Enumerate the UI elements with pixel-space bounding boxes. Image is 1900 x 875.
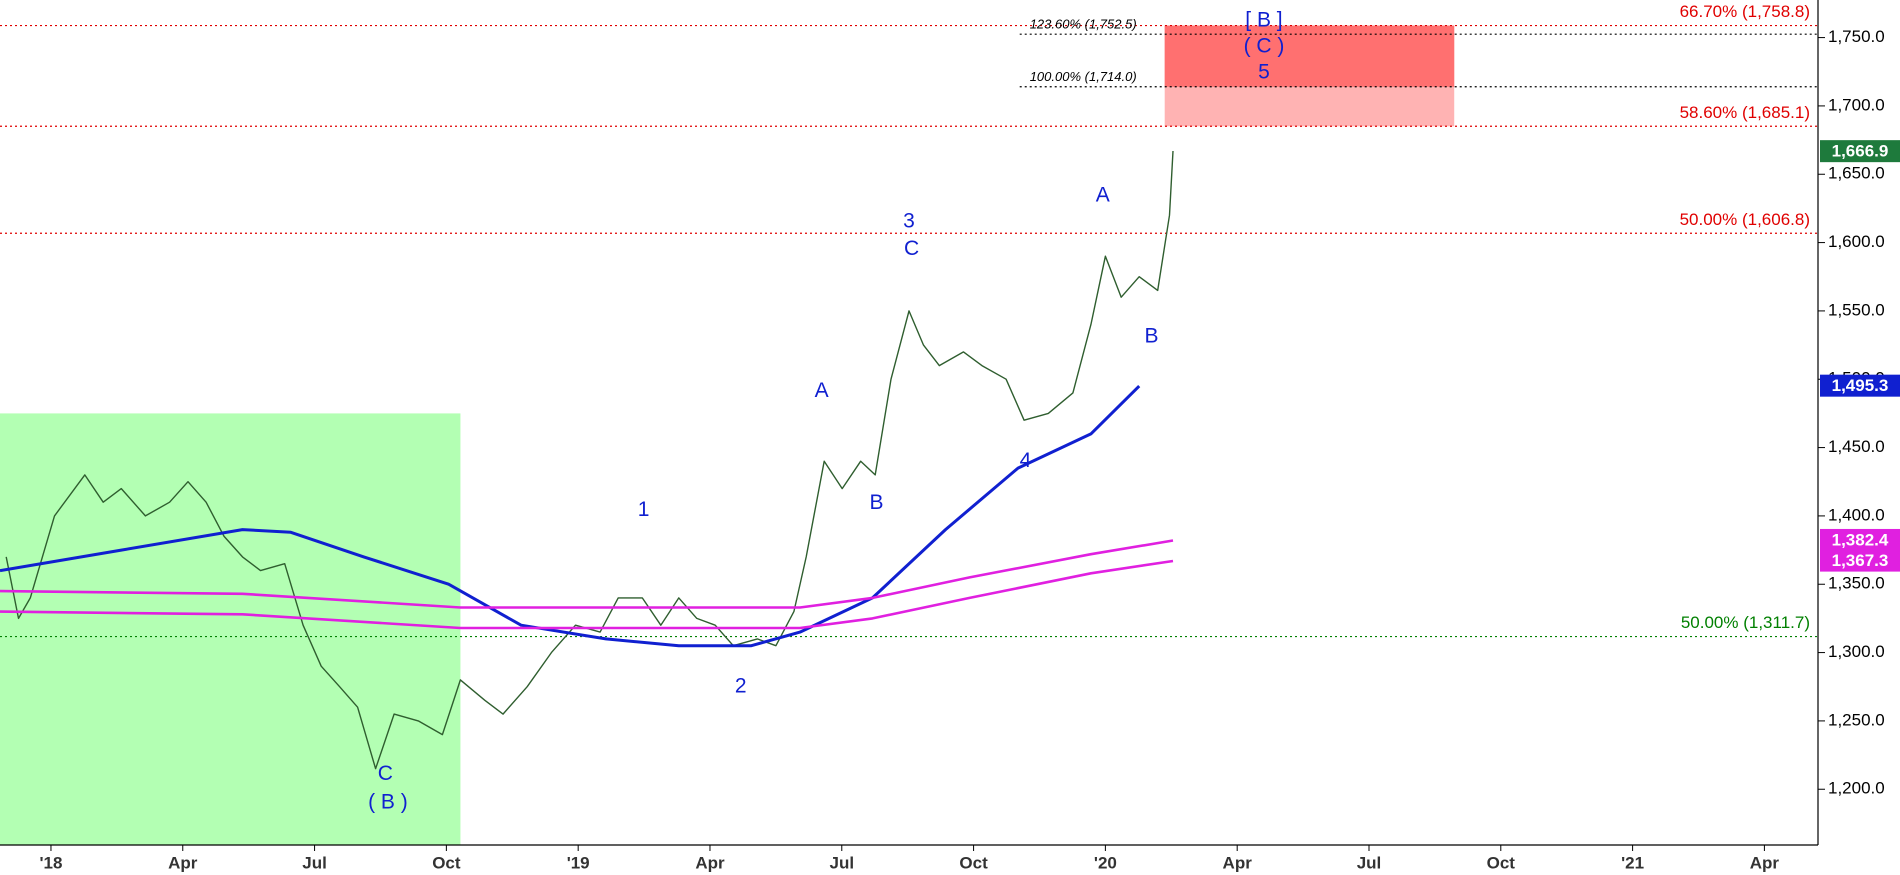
x-tick-label: Oct bbox=[432, 853, 461, 872]
y-tick-label: 1,400.0 bbox=[1828, 505, 1885, 524]
series-line bbox=[0, 559, 1174, 630]
wave-label: 4 bbox=[1020, 449, 1032, 472]
y-tick-label: 1,750.0 bbox=[1828, 27, 1885, 46]
x-tick-label: Jul bbox=[829, 853, 854, 872]
y-tick-label: 1,700.0 bbox=[1828, 95, 1885, 114]
level-label: 58.60% (1,685.1) bbox=[1680, 103, 1810, 122]
wave-label: 2 bbox=[735, 674, 747, 697]
price-tag bbox=[1820, 374, 1900, 397]
y-tick-label: 1,450.0 bbox=[1828, 437, 1885, 456]
wave-label: B bbox=[1145, 324, 1159, 347]
x-tick-label: Oct bbox=[959, 853, 988, 872]
x-tick-label: '18 bbox=[39, 853, 62, 872]
level-label: 100.00% (1,714.0) bbox=[1030, 69, 1137, 84]
price-tag-label: 1,495.3 bbox=[1832, 376, 1889, 395]
y-tick-label: 1,550.0 bbox=[1828, 300, 1885, 319]
wave-label: ( C ) bbox=[1244, 35, 1285, 58]
x-tick-label: Apr bbox=[168, 853, 198, 872]
price-tag bbox=[1820, 140, 1900, 163]
wave-label: C bbox=[378, 762, 393, 785]
price-tag bbox=[1820, 549, 1900, 572]
y-tick-label: 1,350.0 bbox=[1828, 574, 1885, 593]
x-tick-label: Apr bbox=[1750, 853, 1780, 872]
level-label: 50.00% (1,606.8) bbox=[1680, 210, 1810, 229]
y-tick-label: 1,600.0 bbox=[1828, 232, 1885, 251]
x-tick-label: Jul bbox=[1357, 853, 1382, 872]
x-tick-label: Jul bbox=[302, 853, 327, 872]
x-tick-label: Oct bbox=[1487, 853, 1516, 872]
wave-label: [ B ] bbox=[1245, 9, 1282, 32]
wave-label: A bbox=[815, 379, 829, 402]
x-tick-label: Apr bbox=[1223, 853, 1253, 872]
wave-label: 3 bbox=[903, 210, 915, 233]
series-line bbox=[0, 385, 1141, 648]
wave-label: B bbox=[869, 491, 883, 514]
wave-label: C bbox=[904, 237, 919, 260]
y-tick-label: 1,300.0 bbox=[1828, 642, 1885, 661]
wave-label: ( B ) bbox=[368, 790, 408, 813]
x-tick-label: '19 bbox=[567, 853, 590, 872]
zone bbox=[1164, 25, 1455, 87]
y-tick-label: 1,650.0 bbox=[1828, 164, 1885, 183]
level-label: 123.60% (1,752.5) bbox=[1030, 17, 1137, 32]
y-tick-label: 1,250.0 bbox=[1828, 710, 1885, 729]
price-tag-label: 1,382.4 bbox=[1832, 530, 1889, 549]
series-line bbox=[0, 539, 1174, 609]
series-line bbox=[5, 150, 1174, 770]
wave-label: 5 bbox=[1258, 61, 1270, 84]
price-tag-label: 1,666.9 bbox=[1832, 142, 1889, 161]
x-tick-label: '20 bbox=[1094, 853, 1117, 872]
wave-label: A bbox=[1096, 184, 1110, 207]
price-tag-label: 1,367.3 bbox=[1832, 551, 1889, 570]
level-label: 66.70% (1,758.8) bbox=[1680, 2, 1810, 21]
x-tick-label: Apr bbox=[695, 853, 725, 872]
x-tick-label: '21 bbox=[1621, 853, 1644, 872]
wave-label: 1 bbox=[638, 498, 650, 521]
price-tag bbox=[1820, 528, 1900, 551]
y-tick-label: 1,200.0 bbox=[1828, 779, 1885, 798]
level-label: 50.00% (1,311.7) bbox=[1681, 613, 1810, 632]
